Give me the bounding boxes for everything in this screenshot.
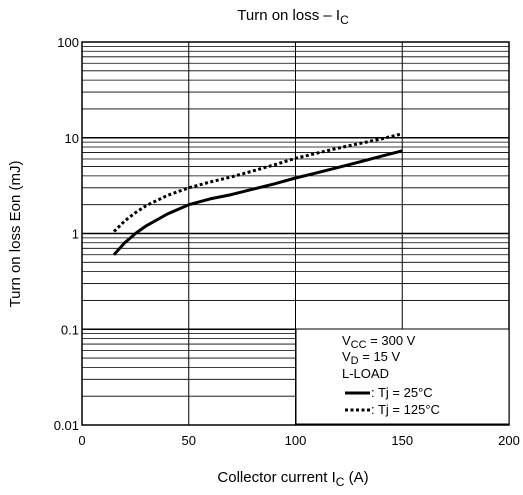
legend-box [295, 328, 510, 425]
x-tick-label: 200 [498, 433, 520, 448]
plot-area [112, 132, 403, 256]
y-axis-label: Turn on loss Eon (mJ) [7, 161, 24, 308]
y-tick-label: 1 [72, 227, 79, 242]
x-tick-label: 100 [285, 433, 307, 448]
plot-frame [81, 41, 510, 426]
tick-labels: 0 50 100 150 200 0.01 0.1 1 10 100 [54, 35, 520, 448]
x-tick-label: 150 [391, 433, 413, 448]
legend: VCC = 300 V VD = 15 V L-LOAD : Tj = 25°C… [295, 328, 510, 425]
x-tick-label: 50 [182, 433, 196, 448]
series-line-25c [112, 149, 403, 256]
y-tick-label: 100 [57, 35, 79, 50]
x-tick-label: 0 [78, 433, 85, 448]
y-tick-label: 0.01 [54, 418, 79, 433]
legend-condition-vcc: VCC = 300 V [342, 333, 416, 351]
x-axis-label: Collector current IC (A) [217, 469, 368, 489]
legend-label-25c: : Tj = 25°C [371, 385, 433, 400]
legend-label-125c: : Tj = 125°C [371, 402, 440, 417]
y-tick-label: 10 [65, 131, 79, 146]
chart-title: Turn on loss – IC [237, 7, 349, 27]
legend-condition-load: L-LOAD [342, 366, 389, 381]
series-line-125c [112, 132, 403, 233]
legend-condition-vd: VD = 15 V [342, 349, 401, 367]
y-tick-label: 0.1 [61, 322, 79, 337]
